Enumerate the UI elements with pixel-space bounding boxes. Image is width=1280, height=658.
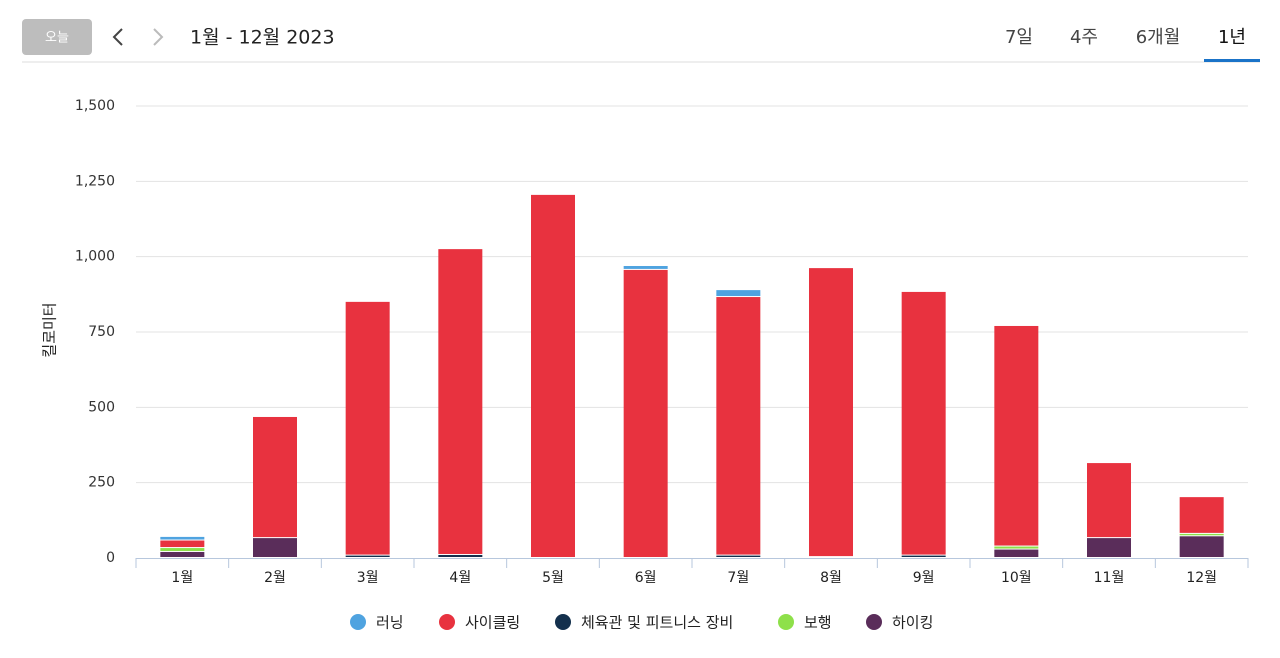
bar-segment: [716, 555, 761, 557]
legend-label[interactable]: 하이킹: [892, 614, 933, 632]
x-tick-label: 10월: [1001, 570, 1032, 586]
today-button[interactable]: [22, 19, 92, 55]
bar-segment: [716, 297, 761, 555]
x-tick-label: 5월: [542, 570, 564, 586]
y-tick-label: 1,500: [75, 98, 115, 114]
bar-segment: [1087, 538, 1131, 557]
range-tab[interactable]: 6개월: [1136, 27, 1181, 48]
legend-swatch[interactable]: [866, 614, 882, 630]
bar-segment: [623, 269, 668, 557]
bar-segment: [809, 268, 853, 557]
y-tick-label: 250: [88, 475, 115, 491]
y-tick-label: 1,250: [75, 173, 115, 189]
legend-label[interactable]: 러닝: [376, 614, 404, 632]
x-tick-label: 11월: [1094, 570, 1125, 586]
bar-segment: [994, 325, 1039, 546]
legend-swatch[interactable]: [555, 614, 571, 630]
legend-swatch[interactable]: [350, 614, 366, 630]
bar-segment: [1087, 463, 1131, 538]
x-tick-label: 7월: [727, 570, 749, 586]
bar-segment: [438, 554, 483, 557]
bar-segment: [253, 416, 297, 538]
y-tick-label: 1,000: [75, 249, 115, 265]
bar-segment: [901, 291, 946, 555]
bar-segment: [994, 546, 1039, 549]
bar-segment: [994, 549, 1039, 557]
x-tick-label: 4월: [449, 570, 471, 586]
bar-segment: [623, 266, 668, 269]
x-tick-label: 8월: [820, 570, 842, 586]
bar-segment: [1179, 497, 1224, 533]
bar-segment: [160, 540, 205, 548]
legend-label[interactable]: 체육관 및 피트니스 장비: [581, 614, 733, 632]
bar-segment: [345, 555, 390, 557]
bar-segment: [531, 194, 575, 558]
tab-underline: [1204, 59, 1260, 62]
y-tick-label: 0: [106, 550, 115, 566]
bar-segment: [1179, 533, 1224, 536]
x-tick-label: 1월: [171, 570, 193, 586]
x-tick-label: 12월: [1186, 570, 1217, 586]
x-tick-label: 2월: [264, 570, 286, 586]
x-tick-label: 9월: [913, 570, 935, 586]
bar-segment: [345, 301, 390, 555]
bar-segment: [901, 555, 946, 557]
legend-label[interactable]: 보행: [804, 614, 832, 632]
bar-segment: [438, 249, 483, 554]
bar-segment: [160, 548, 205, 551]
bar-segment: [716, 290, 761, 297]
today-label: 오늘: [45, 31, 69, 46]
y-tick-label: 500: [88, 399, 115, 415]
y-axis-label: 킬로미터: [41, 302, 59, 357]
range-tab[interactable]: 1년: [1218, 27, 1246, 48]
legend-label[interactable]: 사이클링: [465, 614, 520, 632]
bar-segment: [253, 538, 297, 557]
x-tick-label: 6월: [635, 570, 657, 586]
y-tick-label: 750: [88, 324, 115, 340]
prev-arrow[interactable]: [112, 28, 123, 46]
bar-segment: [1179, 536, 1224, 557]
date-range: 1월 - 12월 2023: [190, 27, 335, 49]
next-arrow[interactable]: [153, 28, 164, 46]
range-tab[interactable]: 4주: [1070, 27, 1098, 48]
legend-swatch[interactable]: [439, 614, 455, 630]
range-tab[interactable]: 7일: [1005, 27, 1033, 48]
bar-segment: [160, 536, 205, 540]
bar-segment: [160, 551, 205, 557]
legend-swatch[interactable]: [778, 614, 794, 630]
x-tick-label: 3월: [357, 570, 379, 586]
